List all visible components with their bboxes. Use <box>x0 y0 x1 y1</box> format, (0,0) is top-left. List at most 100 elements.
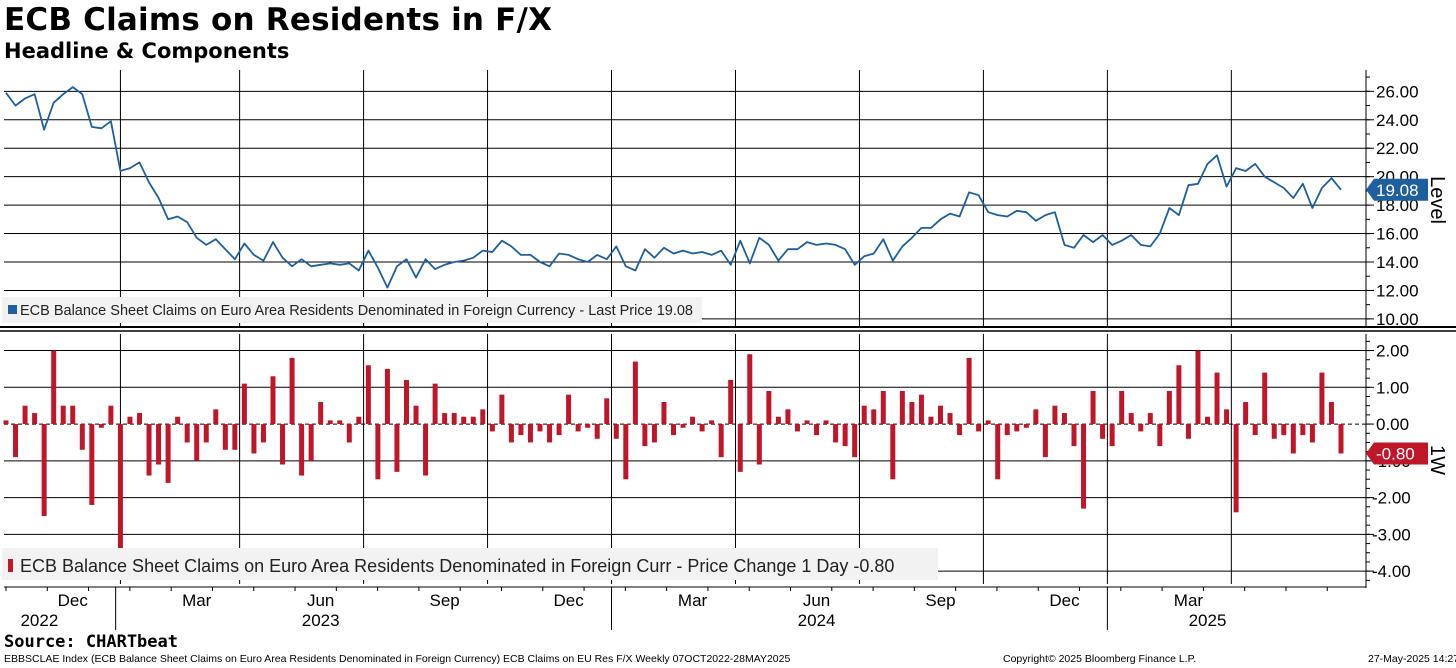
bar <box>442 413 448 425</box>
bar <box>232 424 238 450</box>
bar <box>165 424 171 483</box>
bar <box>1014 424 1020 432</box>
bar <box>480 409 486 425</box>
bar <box>1185 424 1191 439</box>
bar <box>728 379 734 425</box>
chart-title: ECB Claims on Residents in F/X <box>4 2 553 38</box>
x-month-label: Jun <box>307 591 334 610</box>
bar <box>690 416 696 425</box>
x-month-label: Jun <box>803 591 830 610</box>
copyright-text: Copyright© 2025 Bloomberg Finance L.P. <box>1003 653 1197 665</box>
bar <box>117 424 123 553</box>
bar <box>1252 424 1258 436</box>
top-y-tick-label: 24.00 <box>1376 111 1419 130</box>
bar <box>365 365 371 425</box>
top-y-tick-label: 18.00 <box>1376 196 1419 215</box>
bar <box>566 394 572 425</box>
top-legend-label: ECB Balance Sheet Claims on Euro Area Re… <box>20 303 693 319</box>
bar <box>909 402 915 425</box>
bottom-legend-box <box>2 548 938 580</box>
bar <box>1214 372 1220 425</box>
bar <box>508 424 514 443</box>
bar <box>404 379 409 425</box>
bar <box>413 405 419 425</box>
bar <box>1128 413 1134 425</box>
bar <box>1138 424 1144 432</box>
bar <box>928 416 934 425</box>
bar <box>709 420 715 425</box>
bar <box>1176 365 1182 425</box>
bar <box>13 424 19 458</box>
bar <box>1300 424 1306 436</box>
bar <box>1319 372 1325 425</box>
bar <box>337 420 343 425</box>
bar <box>356 416 362 425</box>
bar <box>852 424 858 458</box>
x-year-label: 2025 <box>1189 611 1227 630</box>
top-y-tick-label: 12.00 <box>1376 281 1419 300</box>
index-description: EBBSCLAE Index (ECB Balance Sheet Claims… <box>4 653 791 665</box>
bottom-legend-swatch <box>8 559 13 572</box>
bar <box>156 424 162 465</box>
bar <box>451 413 457 425</box>
series-line <box>5 86 1342 289</box>
source-label: Source: CHARTbeat <box>4 632 178 652</box>
bar <box>1100 424 1106 439</box>
bottom-y-tick-label: 0.00 <box>1376 415 1409 434</box>
top-legend-swatch <box>8 305 17 314</box>
bar <box>175 416 181 425</box>
x-month-label: Sep <box>430 591 460 610</box>
top-legend-box <box>2 297 702 323</box>
top-axis-title: Level <box>1426 176 1448 224</box>
bar <box>1224 409 1230 425</box>
bar <box>1338 424 1344 454</box>
bar <box>375 424 381 480</box>
bottom-last-value: -0.80 <box>1376 444 1415 463</box>
bar <box>1243 402 1249 425</box>
bar <box>184 424 190 443</box>
bar <box>146 424 152 476</box>
bar <box>1023 424 1029 428</box>
bar <box>671 424 676 436</box>
bar <box>280 424 286 465</box>
bar <box>32 413 38 425</box>
bar <box>623 424 629 480</box>
bar <box>737 424 743 472</box>
bar <box>1271 424 1277 439</box>
bar <box>1081 424 1087 509</box>
bar <box>661 402 667 425</box>
bar <box>575 424 581 432</box>
bar <box>871 409 877 425</box>
bar <box>70 405 76 425</box>
bar <box>222 424 228 450</box>
bar <box>194 424 200 461</box>
bar <box>594 424 600 439</box>
top-last-value: 19.08 <box>1376 181 1419 200</box>
bar <box>718 424 724 458</box>
bar <box>384 368 390 425</box>
bar <box>1233 424 1239 513</box>
bar <box>51 350 57 425</box>
bar <box>318 402 324 425</box>
bar <box>918 394 924 425</box>
top-y-tick-label: 14.00 <box>1376 253 1419 272</box>
bar <box>775 416 781 425</box>
bar <box>79 424 85 450</box>
chart-subtitle: Headline & Components <box>4 39 290 63</box>
bar <box>518 424 524 436</box>
bar <box>299 424 305 476</box>
bar <box>1090 390 1096 425</box>
bar <box>1042 424 1048 458</box>
bar <box>137 413 142 425</box>
bar <box>60 405 66 425</box>
bar <box>270 376 276 425</box>
bottom-axis-title: 1W <box>1426 445 1448 475</box>
bar <box>985 420 991 425</box>
x-month-label: Dec <box>553 591 584 610</box>
bar <box>1262 372 1268 425</box>
bottom-y-tick-label: -4.00 <box>1372 562 1411 581</box>
timestamp: 27-May-2025 14:27:43 <box>1368 653 1456 665</box>
bar <box>890 424 896 480</box>
bar <box>89 424 95 505</box>
